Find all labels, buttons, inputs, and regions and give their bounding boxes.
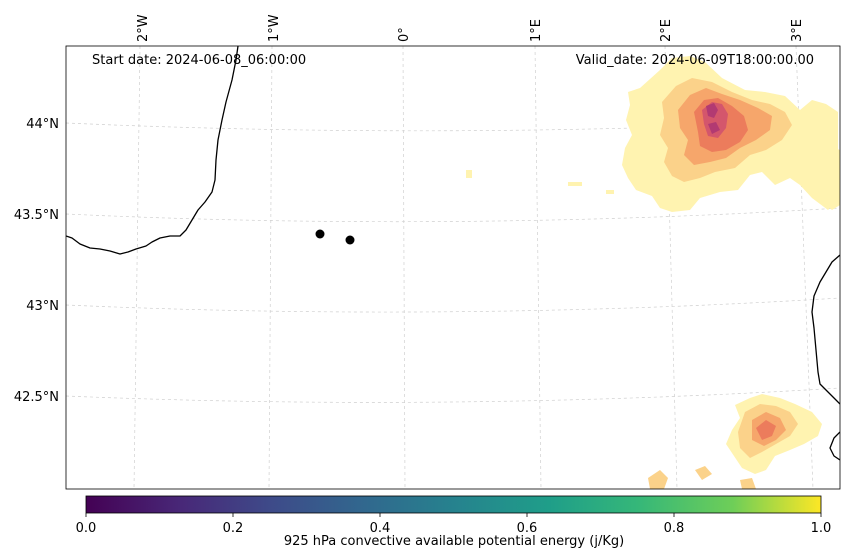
cape-speck-1 — [466, 170, 472, 178]
lat-label-44n: 44°N — [26, 117, 59, 132]
lon-label-2w: 2°W — [136, 14, 151, 42]
lat-label-43n: 43°N — [26, 299, 59, 314]
colorbar-ticks — [85, 513, 822, 517]
parallel-42-5n — [66, 387, 840, 403]
colorbar-tick-label-5: 1.0 — [811, 521, 832, 536]
meridian-2w — [133, 46, 141, 489]
station-markers — [315, 229, 355, 245]
station-marker-1 — [315, 229, 325, 239]
colorbar: 0.0 0.2 0.4 0.6 0.8 1.0 925 hPa convecti… — [76, 495, 832, 549]
cape-field-northeast — [466, 56, 840, 212]
start-date-label: Start date: 2024-06-08_06:00:00 — [92, 53, 306, 68]
station-marker-2 — [345, 235, 355, 245]
coastline-biscay — [66, 46, 239, 255]
lat-label-42-5n: 42.5°N — [14, 390, 59, 405]
meridian-0 — [402, 46, 406, 489]
meridian-1w — [268, 46, 273, 489]
cape-south-peak — [756, 420, 776, 440]
lon-label-1w: 1°W — [267, 14, 282, 42]
colorbar-title: 925 hPa convective available potential e… — [284, 534, 624, 549]
lon-label-3e: 3°E — [790, 19, 805, 42]
cape-contour-low-east — [812, 145, 840, 210]
lon-label-0: 0° — [397, 27, 412, 42]
cape-south-scatter — [648, 466, 756, 489]
colorbar-tick-label-2: 0.4 — [370, 521, 391, 536]
map-panel: Start date: 2024-06-08_06:00:00 Valid_da… — [14, 14, 841, 490]
coastlines — [66, 46, 840, 461]
longitude-labels: 2°W 1°W 0° 1°E 2°E 3°E — [136, 14, 805, 42]
colorbar-bar — [85, 495, 822, 514]
colorbar-tick-label-4: 0.8 — [664, 521, 685, 536]
lat-label-43-5n: 43.5°N — [14, 208, 59, 223]
cape-field-southeast — [648, 394, 822, 489]
parallel-43n — [66, 297, 840, 313]
latitude-labels: 44°N 43.5°N 43°N 42.5°N — [14, 117, 59, 405]
colorbar-tick-labels: 0.0 0.2 0.4 0.6 0.8 1.0 — [76, 521, 832, 536]
cape-speck-2 — [568, 182, 582, 186]
colorbar-tick-label-3: 0.6 — [517, 521, 538, 536]
cape-contour-core — [706, 103, 720, 134]
parallel-43-5n — [66, 207, 840, 223]
cape-speck-3 — [606, 190, 614, 194]
lon-label-2e: 2°E — [659, 19, 674, 42]
meridian-1e — [534, 46, 542, 489]
valid-date-label: Valid_date: 2024-06-09T18:00:00.00 — [576, 53, 814, 68]
map-frame — [65, 45, 841, 490]
colorbar-tick-label-0: 0.0 — [76, 521, 97, 536]
lon-label-1e: 1°E — [529, 19, 544, 42]
coastline-mediterranean — [811, 254, 840, 405]
colorbar-tick-label-1: 0.2 — [223, 521, 244, 536]
coastline-southeast-fragment — [829, 431, 840, 461]
